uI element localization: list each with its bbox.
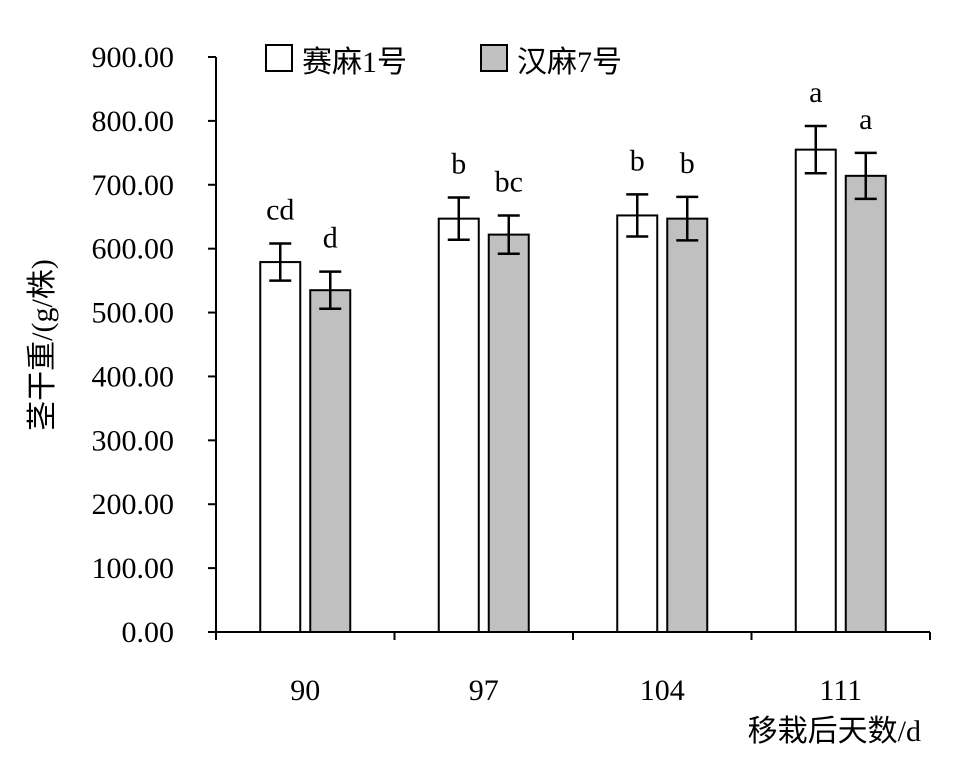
- bar-series-2-104: [666, 217, 709, 633]
- bar-series-2-97: [487, 233, 530, 633]
- significance-label-series-1-104: b: [630, 144, 645, 177]
- bar-series-1-90: [259, 261, 302, 633]
- legend: 赛麻1号 汉麻7号: [265, 44, 622, 79]
- x-axis-title: 移栽后天数/d: [748, 715, 921, 748]
- x-tick-label: 90: [290, 674, 320, 707]
- error-bar-series-2-104: [676, 195, 699, 242]
- significance-label-series-2-97: bc: [495, 165, 523, 198]
- y-axis: 0.00 100.00 200.00 300.00 400.00 500.00 600.00…: [92, 41, 217, 649]
- error-bars: [269, 124, 877, 310]
- bar-series-1-111: [794, 148, 837, 633]
- y-tick-label: 400.00: [92, 360, 175, 393]
- y-axis-title: 茎干重/(g/株): [26, 259, 59, 431]
- error-bar-series-1-111: [804, 124, 827, 175]
- y-tick-label: 900.00: [92, 41, 175, 74]
- error-bar-series-1-104: [626, 193, 649, 238]
- x-tick-label: 111: [819, 674, 862, 707]
- legend-label-series-1: 赛麻1号: [302, 46, 407, 79]
- bar-series-1-104: [616, 214, 659, 633]
- legend-label-series-2: 汉麻7号: [517, 46, 622, 79]
- y-tick-label: 300.00: [92, 424, 175, 457]
- x-tick-label: 97: [469, 674, 499, 707]
- x-tick-label: 104: [640, 674, 685, 707]
- legend-swatch-series-2: [480, 44, 508, 72]
- significance-label-series-1-111: a: [809, 76, 822, 109]
- error-bar-series-2-90: [319, 270, 342, 310]
- bar-series-1-97: [437, 217, 480, 633]
- y-tick-label: 700.00: [92, 169, 175, 202]
- legend-swatch-series-1: [265, 44, 293, 72]
- significance-label-series-2-111: a: [859, 103, 872, 136]
- x-axis: 90 97 104 111: [215, 631, 931, 707]
- significance-label-series-1-90: cd: [266, 194, 294, 227]
- significance-label-series-2-90: d: [323, 222, 338, 255]
- y-tick-label: 0.00: [122, 616, 175, 649]
- significance-label-series-2-104: b: [680, 147, 695, 180]
- bar-series-2-90: [309, 289, 352, 633]
- y-tick-label: 200.00: [92, 488, 175, 521]
- error-bar-series-2-97: [497, 214, 520, 256]
- bar-series-2-111: [844, 174, 887, 633]
- error-bar-series-2-111: [854, 151, 877, 201]
- y-tick-label: 500.00: [92, 297, 175, 330]
- y-tick-label: 800.00: [92, 105, 175, 138]
- error-bar-series-1-97: [447, 196, 470, 241]
- significance-label-series-1-97: b: [451, 148, 466, 181]
- y-tick-label: 100.00: [92, 552, 175, 585]
- y-tick-label: 600.00: [92, 233, 175, 266]
- bars: [259, 148, 887, 633]
- error-bar-series-1-90: [269, 242, 292, 282]
